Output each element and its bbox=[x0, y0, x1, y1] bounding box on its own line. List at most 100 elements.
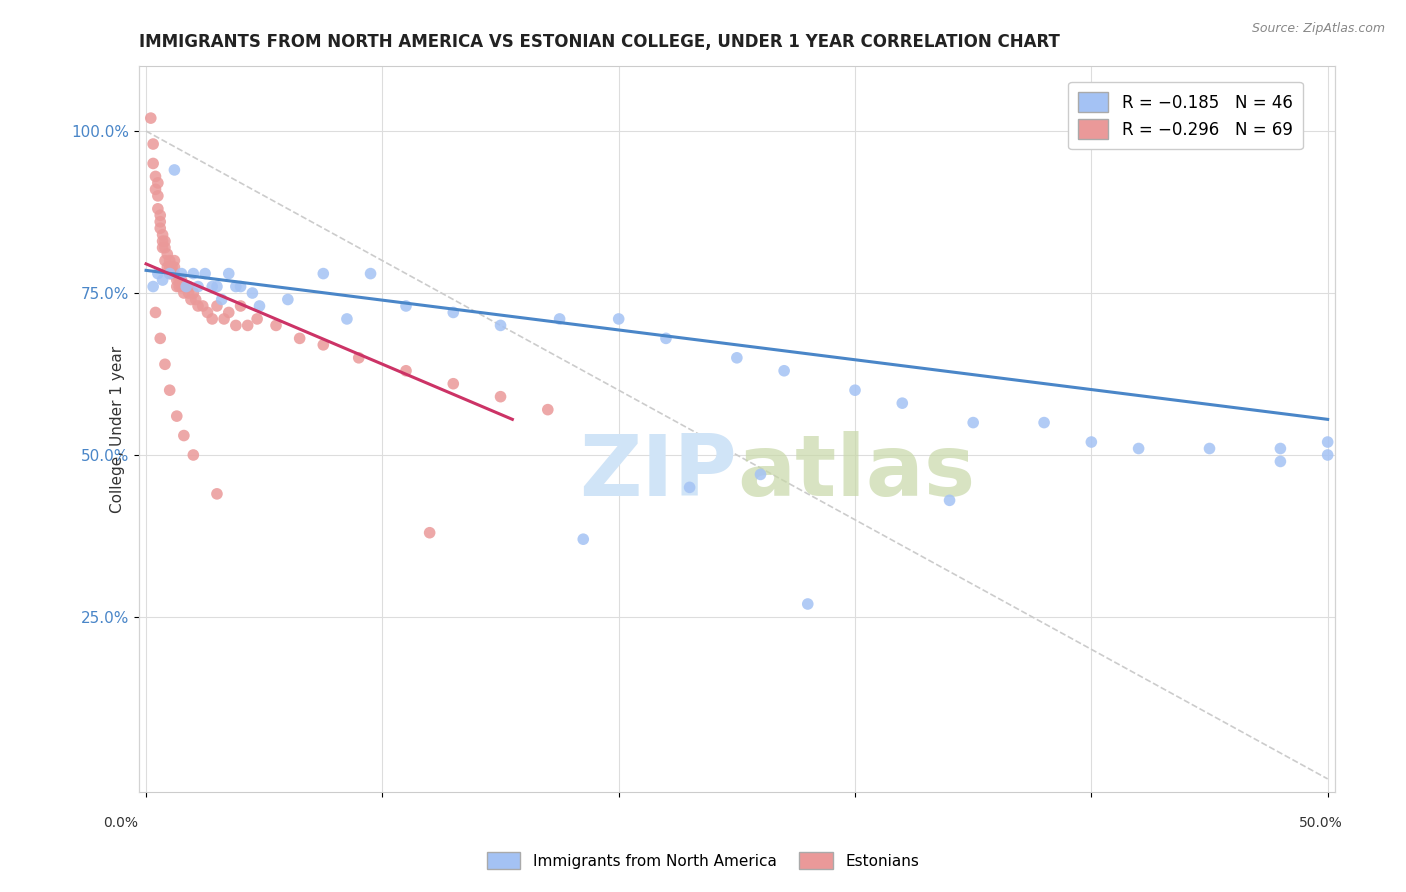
Point bbox=[159, 267, 181, 281]
Point bbox=[655, 331, 678, 345]
Point bbox=[170, 279, 193, 293]
Point bbox=[146, 267, 169, 281]
Text: atlas: atlas bbox=[737, 431, 976, 514]
Point bbox=[229, 299, 252, 313]
Point bbox=[149, 221, 172, 235]
Point bbox=[152, 273, 174, 287]
Point bbox=[153, 234, 176, 248]
Legend: R = −0.185   N = 46, R = −0.296   N = 69: R = −0.185 N = 46, R = −0.296 N = 69 bbox=[1069, 82, 1302, 149]
Point bbox=[152, 241, 174, 255]
Point bbox=[152, 227, 174, 242]
Point bbox=[167, 279, 190, 293]
Point bbox=[1033, 416, 1056, 430]
Point bbox=[1270, 454, 1292, 468]
Point bbox=[156, 260, 179, 274]
Point bbox=[181, 267, 204, 281]
Point bbox=[312, 267, 335, 281]
Point bbox=[159, 260, 181, 274]
Point bbox=[678, 480, 700, 494]
Point bbox=[160, 267, 183, 281]
Point bbox=[146, 189, 169, 203]
Point bbox=[441, 376, 464, 391]
Text: IMMIGRANTS FROM NORTH AMERICA VS ESTONIAN COLLEGE, UNDER 1 YEAR CORRELATION CHAR: IMMIGRANTS FROM NORTH AMERICA VS ESTONIA… bbox=[139, 33, 1060, 51]
Point bbox=[159, 253, 181, 268]
Point bbox=[419, 525, 441, 540]
Point bbox=[201, 312, 224, 326]
Point bbox=[360, 267, 382, 281]
Point bbox=[205, 279, 228, 293]
Point bbox=[152, 234, 174, 248]
Point bbox=[1316, 448, 1339, 462]
Point bbox=[146, 176, 169, 190]
Point bbox=[1080, 435, 1102, 450]
Text: 0.0%: 0.0% bbox=[103, 816, 138, 830]
Point bbox=[181, 448, 204, 462]
Point bbox=[489, 390, 512, 404]
Point bbox=[173, 428, 195, 442]
Point bbox=[229, 279, 252, 293]
Point bbox=[749, 467, 772, 482]
Point bbox=[312, 338, 335, 352]
Legend: Immigrants from North America, Estonians: Immigrants from North America, Estonians bbox=[481, 846, 925, 875]
Point bbox=[264, 318, 287, 333]
Text: 50.0%: 50.0% bbox=[1299, 816, 1343, 830]
Point bbox=[572, 532, 595, 546]
Point bbox=[205, 299, 228, 313]
Point bbox=[167, 273, 190, 287]
Point bbox=[236, 318, 259, 333]
Point bbox=[441, 305, 464, 319]
Point bbox=[149, 208, 172, 222]
Point bbox=[844, 383, 866, 397]
Point bbox=[145, 169, 167, 184]
Point bbox=[153, 241, 176, 255]
Point bbox=[277, 293, 299, 307]
Point bbox=[153, 357, 176, 371]
Point bbox=[797, 597, 820, 611]
Point bbox=[242, 286, 264, 301]
Text: ZIP: ZIP bbox=[579, 431, 737, 514]
Point bbox=[163, 253, 186, 268]
Point bbox=[962, 416, 984, 430]
Point bbox=[1270, 442, 1292, 456]
Point bbox=[173, 279, 195, 293]
Point bbox=[489, 318, 512, 333]
Point bbox=[891, 396, 914, 410]
Point bbox=[139, 111, 162, 125]
Point bbox=[174, 279, 197, 293]
Point bbox=[938, 493, 960, 508]
Point bbox=[1198, 442, 1220, 456]
Point bbox=[153, 253, 176, 268]
Point bbox=[288, 331, 311, 345]
Point bbox=[163, 267, 186, 281]
Point bbox=[177, 286, 200, 301]
Text: Source: ZipAtlas.com: Source: ZipAtlas.com bbox=[1251, 22, 1385, 36]
Point bbox=[548, 312, 571, 326]
Point bbox=[156, 247, 179, 261]
Point bbox=[163, 260, 186, 274]
Point bbox=[194, 267, 217, 281]
Point bbox=[166, 279, 188, 293]
Point bbox=[142, 136, 165, 151]
Point bbox=[197, 305, 219, 319]
Point bbox=[218, 305, 240, 319]
Point bbox=[166, 273, 188, 287]
Point bbox=[187, 299, 209, 313]
Point bbox=[166, 409, 188, 423]
Point bbox=[201, 279, 224, 293]
Point bbox=[1316, 435, 1339, 450]
Point bbox=[225, 318, 247, 333]
Point bbox=[218, 267, 240, 281]
Y-axis label: College, Under 1 year: College, Under 1 year bbox=[110, 345, 125, 513]
Point bbox=[212, 312, 235, 326]
Point bbox=[191, 299, 214, 313]
Point bbox=[211, 293, 233, 307]
Point bbox=[159, 267, 181, 281]
Point bbox=[159, 383, 181, 397]
Point bbox=[205, 487, 228, 501]
Point bbox=[149, 215, 172, 229]
Point bbox=[180, 293, 202, 307]
Point bbox=[187, 279, 209, 293]
Point bbox=[149, 331, 172, 345]
Point bbox=[607, 312, 630, 326]
Point bbox=[160, 260, 183, 274]
